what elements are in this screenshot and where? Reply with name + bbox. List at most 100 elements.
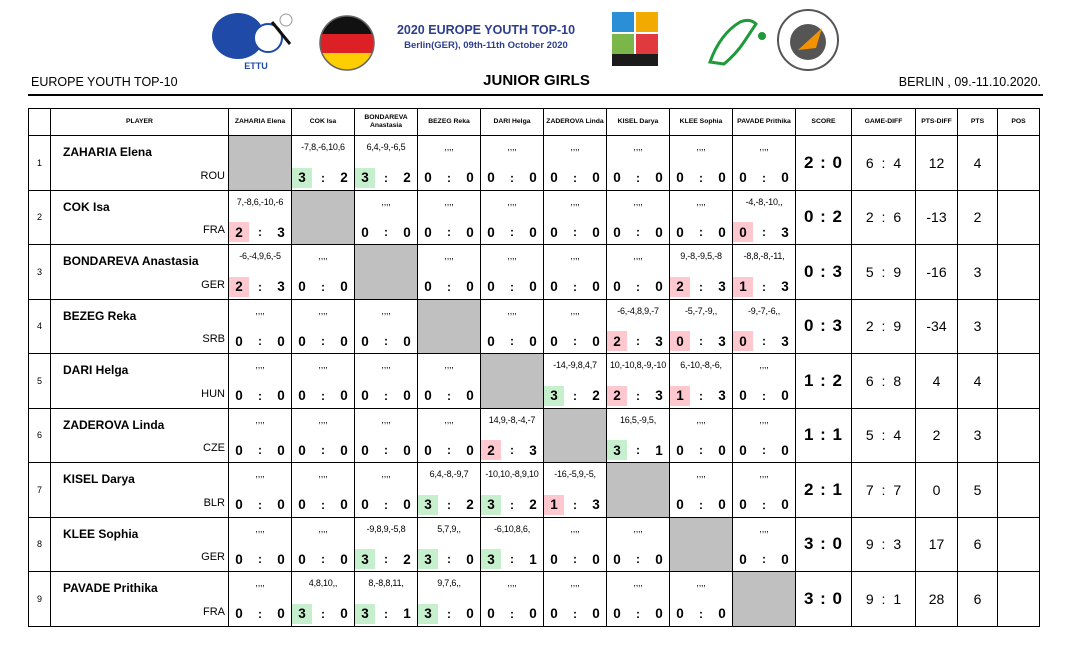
match-score: 0:0	[481, 604, 543, 624]
score-separator: :	[636, 443, 640, 457]
pts-diff: 28	[915, 571, 958, 627]
match-cell: ,,,, 0:0	[669, 135, 733, 191]
position	[997, 407, 1040, 463]
score-separator: :	[510, 225, 514, 239]
game-diff: 9 : 1	[851, 571, 916, 627]
total-score: 0 : 2	[795, 189, 852, 245]
player-cell: ZAHARIA Elena ROU	[50, 135, 229, 191]
self-match-cell	[417, 298, 481, 354]
match-cell: ,,,, 0:0	[417, 244, 481, 300]
match-cell: 6,4,-9,-6,5 3:2	[354, 135, 418, 191]
match-score: 0:0	[733, 168, 795, 188]
match-score: 0:0	[670, 168, 732, 188]
set-scores: ,,,,	[318, 305, 328, 316]
score-separator: :	[510, 334, 514, 348]
games-lost: 0	[592, 551, 600, 567]
games-lost: 2	[403, 170, 411, 185]
set-scores: 9,7,6,,	[437, 578, 461, 588]
match-score: 0:0	[544, 168, 606, 188]
games-won: 3	[355, 603, 375, 624]
game-diff: 6 : 4	[851, 135, 916, 191]
games-lost: 0	[655, 606, 663, 621]
score-separator: :	[321, 443, 325, 457]
match-score: 0: 3	[670, 331, 732, 351]
games-won: 0	[235, 333, 243, 349]
pts-diff: 12	[915, 135, 958, 191]
opponent-header: COK Isa	[291, 108, 355, 136]
games-lost: 0	[781, 497, 789, 512]
match-cell: ,,,, 0:0	[669, 189, 733, 245]
self-match-cell	[291, 189, 355, 245]
score-separator: :	[762, 388, 766, 403]
games-lost: 3	[781, 333, 789, 349]
set-scores: ,,,,	[255, 305, 265, 316]
set-scores: -6,-4,8,9,-7	[617, 305, 659, 316]
match-score: 0:0	[355, 495, 417, 515]
set-scores: ,,,,	[255, 469, 265, 479]
svg-text:ETTU: ETTU	[244, 61, 268, 71]
match-cell: 9,-8,-9,5,-8 2:3	[669, 244, 733, 300]
player-row: 1 ZAHARIA Elena ROU -7,8,-6,10,6 3:2 6,4,-9,-…	[28, 135, 1040, 191]
points: 3	[957, 244, 998, 300]
games-lost: 0	[340, 442, 348, 458]
games-won: 0	[676, 170, 684, 185]
match-score: 3:2	[544, 385, 606, 406]
match-score: 0:0	[544, 222, 606, 242]
match-cell: ,,,, 0:0	[543, 571, 607, 627]
match-score: 2:3	[229, 276, 291, 297]
score-separator: :	[636, 334, 640, 348]
score-separator: :	[447, 497, 451, 512]
match-score: 0:0	[607, 549, 669, 569]
games-lost: 0	[718, 170, 726, 185]
match-score: 0:0	[292, 331, 354, 351]
match-cell: -9,-7,-6,, 0: 3	[732, 298, 796, 354]
pts-diff: -16	[915, 244, 958, 300]
set-scores: ,,,,	[255, 414, 265, 425]
games-won: 0	[424, 279, 432, 294]
score-separator: :	[384, 443, 388, 457]
score-separator: :	[762, 443, 766, 457]
games-won: 0	[613, 224, 621, 240]
match-score: 2:3	[670, 276, 732, 297]
match-score: 0:0	[544, 277, 606, 297]
pos-header: POS	[997, 108, 1040, 136]
games-won: 0	[733, 331, 753, 351]
games-won: 1	[670, 385, 690, 406]
games-won: 0	[487, 333, 495, 349]
opponent-header: PAVADE Prithika	[732, 108, 796, 136]
match-score: 3:1	[481, 549, 543, 569]
set-scores: ,,,,	[570, 196, 580, 207]
score-separator: :	[384, 225, 388, 239]
games-lost: 0	[592, 224, 600, 240]
games-lost: 0	[592, 606, 600, 621]
games-lost: 3	[781, 279, 789, 294]
set-scores: -14,-9,8,4,7	[553, 360, 597, 370]
score-separator: :	[573, 170, 577, 185]
score-separator: :	[699, 170, 703, 185]
match-score: 0:0	[418, 222, 480, 242]
match-score: 0:0	[418, 386, 480, 406]
match-cell: -7,8,-6,10,6 3:2	[291, 135, 355, 191]
player-row: 7 KISEL Darya BLR,,,, 0:0,,,, 0:0,,,, 0:0 6,4,…	[28, 462, 1040, 518]
match-cell: ,,,, 0:0	[480, 135, 544, 191]
set-scores: -9,8,9,-5,8	[366, 523, 406, 534]
games-lost: 0	[718, 442, 726, 458]
results-body: 1 ZAHARIA Elena ROU -7,8,-6,10,6 3:2 6,4,-9,-…	[28, 135, 1040, 627]
score-separator: :	[699, 225, 703, 239]
games-won: 0	[550, 170, 558, 185]
games-won: 0	[424, 388, 432, 403]
games-won: 3	[292, 603, 312, 624]
games-lost: 0	[277, 551, 285, 567]
games-lost: 3	[529, 442, 537, 458]
player-name: BEZEG Reka	[63, 308, 137, 323]
player-name: ZADEROVA Linda	[63, 417, 165, 432]
match-score: 3:1	[355, 603, 417, 624]
match-cell: ,,,, 0:0	[480, 189, 544, 245]
berlin-club-logo	[777, 9, 839, 71]
match-cell: 6,-10,-8,-6, 1:3	[669, 353, 733, 409]
set-scores: ,,,,	[696, 414, 706, 425]
player-name: KLEE Sophia	[63, 526, 139, 541]
match-score: 0:0	[607, 222, 669, 242]
score-separator: :	[258, 279, 262, 294]
games-lost: 2	[466, 497, 474, 512]
